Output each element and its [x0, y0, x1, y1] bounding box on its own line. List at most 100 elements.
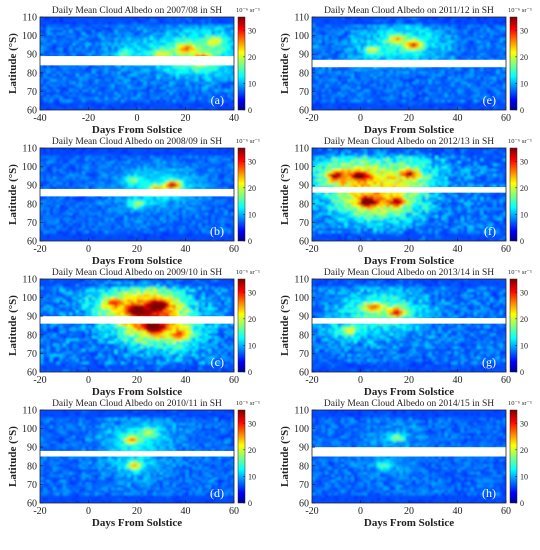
panel-label: (b): [210, 224, 224, 238]
panel-label: (f): [484, 224, 496, 238]
colorbar-tick-label: 10: [520, 341, 528, 350]
colorbar-tick-label: 0: [248, 499, 252, 508]
y-tick-label: 70: [27, 218, 37, 229]
x-tick-label: 60: [501, 506, 511, 517]
colorbar-tick-label: 30: [248, 26, 256, 35]
y-tick-label: 90: [27, 50, 37, 61]
x-tick-label: -20: [305, 506, 318, 517]
y-axis-label: Latitude (°S): [279, 295, 291, 356]
colorbar: 0 10 20 30 10⁻⁶ sr⁻¹: [508, 138, 532, 246]
x-tick-label: 0: [358, 375, 363, 386]
y-tick-label: 90: [27, 312, 37, 323]
x-axis-label: Days From Solstice: [364, 517, 454, 529]
data-gap-band: [40, 188, 234, 197]
panel-title: Daily Mean Cloud Albedo on 2009/10 in SH: [52, 268, 222, 278]
y-tick-label: 110: [294, 144, 309, 155]
colorbar: 0 10 20 30 10⁻⁶ sr⁻¹: [508, 7, 532, 115]
panel-title: Daily Mean Cloud Albedo on 2013/14 in SH: [324, 268, 494, 278]
data-gap-band: [40, 316, 234, 324]
y-tick-label: 70: [27, 87, 37, 98]
y-tick-label: 100: [294, 293, 309, 304]
y-axis-label: Latitude (°S): [279, 33, 291, 94]
x-tick-label: -40: [33, 113, 46, 124]
colorbar-tick-label: 0: [248, 368, 252, 377]
colorbar-tick-label: 0: [520, 106, 524, 115]
y-tick-label: 80: [299, 461, 309, 472]
x-axis-label: Days From Solstice: [364, 386, 454, 398]
colorbar-tick-label: 10: [520, 472, 528, 481]
heatmap-field: [312, 148, 506, 241]
colorbar-tick-label: 20: [520, 315, 528, 324]
data-gap-band: [312, 318, 506, 324]
x-tick-label: 40: [453, 113, 463, 124]
x-axis-label: Days From Solstice: [92, 255, 182, 267]
x-tick-label: 60: [501, 113, 511, 124]
colorbar-tick-label: 10: [248, 341, 256, 350]
colorbar: 0 10 20 30 10⁻⁶ sr⁻¹: [236, 269, 260, 377]
y-tick-label: 110: [22, 406, 37, 417]
colorbar-tick-label: 20: [520, 446, 528, 455]
colorbar-tick-label: 20: [520, 53, 528, 62]
y-axis-label: Latitude (°S): [279, 164, 291, 225]
y-tick-label: 70: [27, 349, 37, 360]
y-tick-label: 70: [27, 480, 37, 491]
y-tick-label: 110: [22, 275, 37, 286]
y-tick-label: 60: [27, 499, 37, 510]
x-tick-label: -20: [33, 375, 46, 386]
colorbar-tick-label: 30: [520, 26, 528, 35]
x-tick-label: 40: [453, 506, 463, 517]
y-tick-label: 100: [294, 162, 309, 173]
x-tick-label: 0: [135, 113, 140, 124]
panel-label: (e): [483, 93, 496, 107]
x-axis-label: Days From Solstice: [92, 517, 182, 529]
colorbar: 0 10 20 30 10⁻⁶ sr⁻¹: [508, 269, 532, 377]
y-tick-label: 80: [299, 68, 309, 79]
y-tick-label: 110: [294, 275, 309, 286]
chart-panel: Daily Mean Cloud Albedo on 2007/08 in SH…: [7, 6, 260, 136]
x-tick-label: 20: [404, 244, 414, 255]
colorbar-tick-label: 30: [520, 288, 528, 297]
colorbar-tick-label: 0: [248, 106, 252, 115]
panel-label: (h): [482, 486, 496, 500]
x-tick-label: 40: [181, 244, 191, 255]
heatmap-field: [40, 410, 234, 503]
x-tick-label: 60: [501, 375, 511, 386]
x-tick-label: 60: [229, 244, 239, 255]
x-tick-label: -20: [33, 506, 46, 517]
heatmap-field: [312, 17, 506, 110]
colorbar-tick-label: 0: [520, 368, 524, 377]
y-axis-label: Latitude (°S): [7, 164, 19, 225]
colorbar-tick-label: 10: [520, 79, 528, 88]
x-tick-label: 40: [453, 244, 463, 255]
panel-title: Daily Mean Cloud Albedo on 2012/13 in SH: [324, 137, 494, 147]
x-tick-label: 0: [86, 375, 91, 386]
data-gap-band: [40, 56, 234, 66]
y-tick-label: 60: [27, 368, 37, 379]
y-tick-label: 80: [27, 199, 37, 210]
x-tick-label: 60: [501, 244, 511, 255]
heatmap-field: [312, 410, 506, 503]
y-axis-label: Latitude (°S): [7, 426, 19, 487]
colorbar-unit: 10⁻⁶ sr⁻¹: [236, 400, 260, 407]
colorbar-tick-label: 30: [520, 157, 528, 166]
colorbar: 0 10 20 30 10⁻⁶ sr⁻¹: [236, 7, 260, 115]
x-tick-label: 40: [181, 375, 191, 386]
y-tick-label: 60: [299, 237, 309, 248]
colorbar-tick-label: 30: [520, 419, 528, 428]
x-tick-label: 20: [181, 113, 191, 124]
colorbar-tick-label: 20: [248, 184, 256, 193]
data-gap-band: [312, 187, 506, 193]
y-tick-label: 60: [299, 499, 309, 510]
heatmap-field: [40, 17, 234, 110]
x-tick-label: 0: [358, 113, 363, 124]
chart-panel: Daily Mean Cloud Albedo on 2013/14 in SH…: [279, 268, 532, 398]
colorbar-tick-label: 30: [248, 157, 256, 166]
chart-panel: Daily Mean Cloud Albedo on 2012/13 in SH…: [279, 137, 532, 267]
panel-label: (c): [211, 355, 224, 369]
x-tick-label: -20: [305, 244, 318, 255]
y-tick-label: 80: [299, 330, 309, 341]
colorbar-unit: 10⁻⁶ sr⁻¹: [508, 400, 532, 407]
y-tick-label: 70: [299, 480, 309, 491]
y-tick-label: 110: [22, 144, 37, 155]
x-tick-label: 60: [229, 375, 239, 386]
